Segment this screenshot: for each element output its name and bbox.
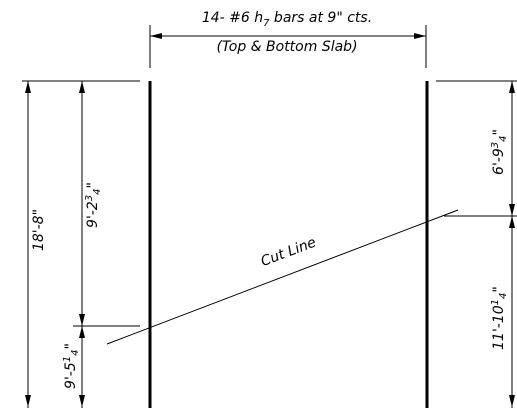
top-arrow-right [414,33,426,39]
overall-dim-text: 18'-8" [31,209,47,251]
left-lower-arrow-bottom [79,395,85,407]
top-note-line2: (Top & Bottom Slab) [216,39,357,55]
top-note-line1: 14- #6 h7 bars at 9" cts. [202,10,372,29]
overall-arrow-top [25,81,31,93]
right-dimensions: 6'-934" 11'-1014" [436,80,517,408]
top-dimension: 14- #6 h7 bars at 9" cts. (Top & Bottom … [149,10,427,68]
left-lower-arrow-top [79,326,85,338]
left-dimensions: 18'-8" 9'-234" 9'-514" [22,80,140,408]
right-lower-arrow-top [509,216,515,228]
left-upper-arrow-bottom [79,314,85,326]
overall-arrow-bottom [25,395,31,407]
left-lower-dim-text: 9'-514" [62,343,81,389]
left-upper-dim-text: 9'-234" [84,182,103,228]
top-arrow-left [150,33,162,39]
right-lower-dim-text: 11'-1014" [490,286,509,350]
right-lower-arrow-bottom [509,395,515,407]
right-upper-arrow-bottom [509,204,515,216]
cut-line [106,209,459,345]
right-upper-dim-text: 6'-934" [490,129,509,175]
left-upper-arrow-top [79,81,85,93]
right-upper-arrow-top [509,81,515,93]
cut-line-label: Cut Line [259,234,319,270]
